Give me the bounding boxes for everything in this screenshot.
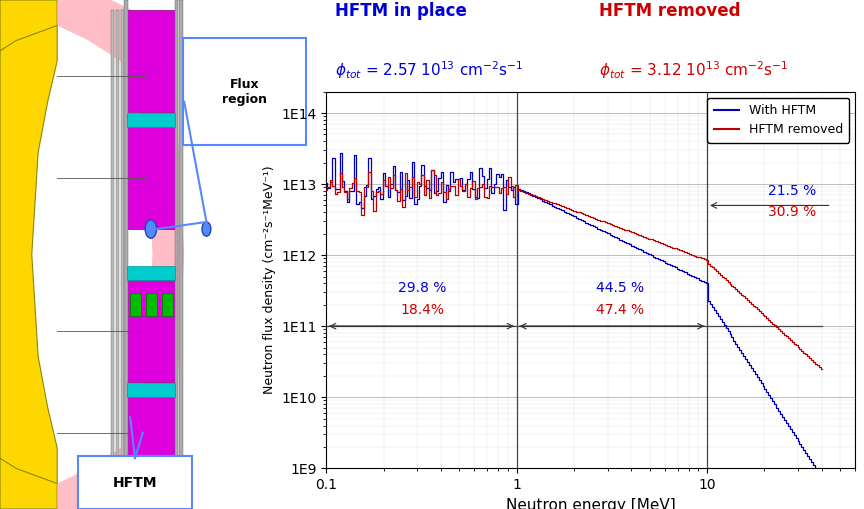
Text: HFTM: HFTM: [112, 475, 157, 490]
Text: 47.4 %: 47.4 %: [596, 303, 645, 317]
Bar: [127, 127, 175, 229]
Text: 18.4%: 18.4%: [400, 303, 444, 317]
Bar: [127, 113, 175, 127]
Bar: [175, 0, 179, 509]
Bar: [127, 383, 175, 397]
Text: HFTM removed: HFTM removed: [600, 3, 741, 20]
Polygon shape: [57, 0, 184, 509]
Circle shape: [145, 220, 156, 238]
Text: HFTM in place: HFTM in place: [335, 3, 467, 20]
Bar: [127, 10, 175, 112]
Bar: [127, 266, 175, 280]
Text: 21.5 %: 21.5 %: [768, 184, 816, 198]
Polygon shape: [0, 0, 57, 509]
Bar: [121, 10, 124, 499]
Legend: With HFTM, HFTM removed: With HFTM, HFTM removed: [708, 98, 849, 143]
FancyBboxPatch shape: [78, 456, 192, 509]
Text: 44.5 %: 44.5 %: [596, 281, 645, 295]
Bar: [162, 293, 173, 316]
Polygon shape: [0, 0, 57, 51]
FancyBboxPatch shape: [182, 38, 307, 145]
Text: Flux
region: Flux region: [222, 77, 267, 106]
Y-axis label: Neutron flux density (cm⁻²s⁻¹MeV⁻¹): Neutron flux density (cm⁻²s⁻¹MeV⁻¹): [263, 165, 276, 394]
Bar: [111, 10, 114, 499]
Polygon shape: [0, 458, 57, 509]
Text: 30.9 %: 30.9 %: [768, 206, 816, 219]
Text: 29.8 %: 29.8 %: [398, 281, 447, 295]
Bar: [127, 280, 175, 382]
Bar: [146, 293, 157, 316]
Text: $\phi_{tot}$ = 2.57 10$^{13}$ cm$^{-2}$s$^{-1}$: $\phi_{tot}$ = 2.57 10$^{13}$ cm$^{-2}$s…: [335, 60, 524, 81]
Bar: [116, 10, 119, 499]
Text: $\phi_{tot}$ = 3.12 10$^{13}$ cm$^{-2}$s$^{-1}$: $\phi_{tot}$ = 3.12 10$^{13}$ cm$^{-2}$s…: [600, 60, 789, 81]
X-axis label: Neutron energy [MeV]: Neutron energy [MeV]: [506, 498, 676, 509]
Bar: [127, 397, 175, 499]
Bar: [130, 293, 142, 316]
Bar: [124, 0, 128, 509]
Bar: [180, 0, 183, 509]
Circle shape: [202, 222, 211, 236]
